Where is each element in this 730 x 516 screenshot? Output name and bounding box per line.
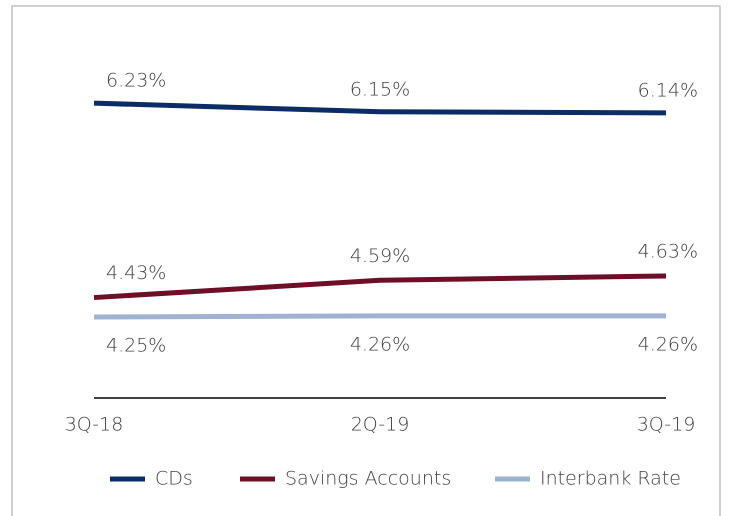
legend-label: Savings Accounts (285, 468, 451, 490)
legend-label: CDs (155, 468, 193, 490)
data-label: 6.15% (350, 78, 410, 100)
x-tick-label: 2Q-19 (351, 414, 410, 436)
x-tick-label: 3Q-19 (637, 414, 696, 436)
chart-frame (11, 5, 721, 516)
series-line (93, 313, 666, 320)
data-label: 4.63% (638, 240, 698, 262)
x-tick-label: 3Q-18 (65, 414, 124, 436)
legend-label: Interbank Rate (540, 468, 681, 490)
data-label: 6.14% (638, 79, 698, 101)
data-label: 6.23% (106, 70, 166, 92)
data-label: 4.26% (350, 333, 410, 355)
series-line (93, 273, 667, 301)
data-label: 4.26% (638, 333, 698, 355)
series-line (93, 100, 667, 116)
data-label: 4.43% (106, 262, 166, 284)
data-label: 4.25% (106, 335, 166, 357)
data-label: 4.59% (350, 245, 410, 267)
